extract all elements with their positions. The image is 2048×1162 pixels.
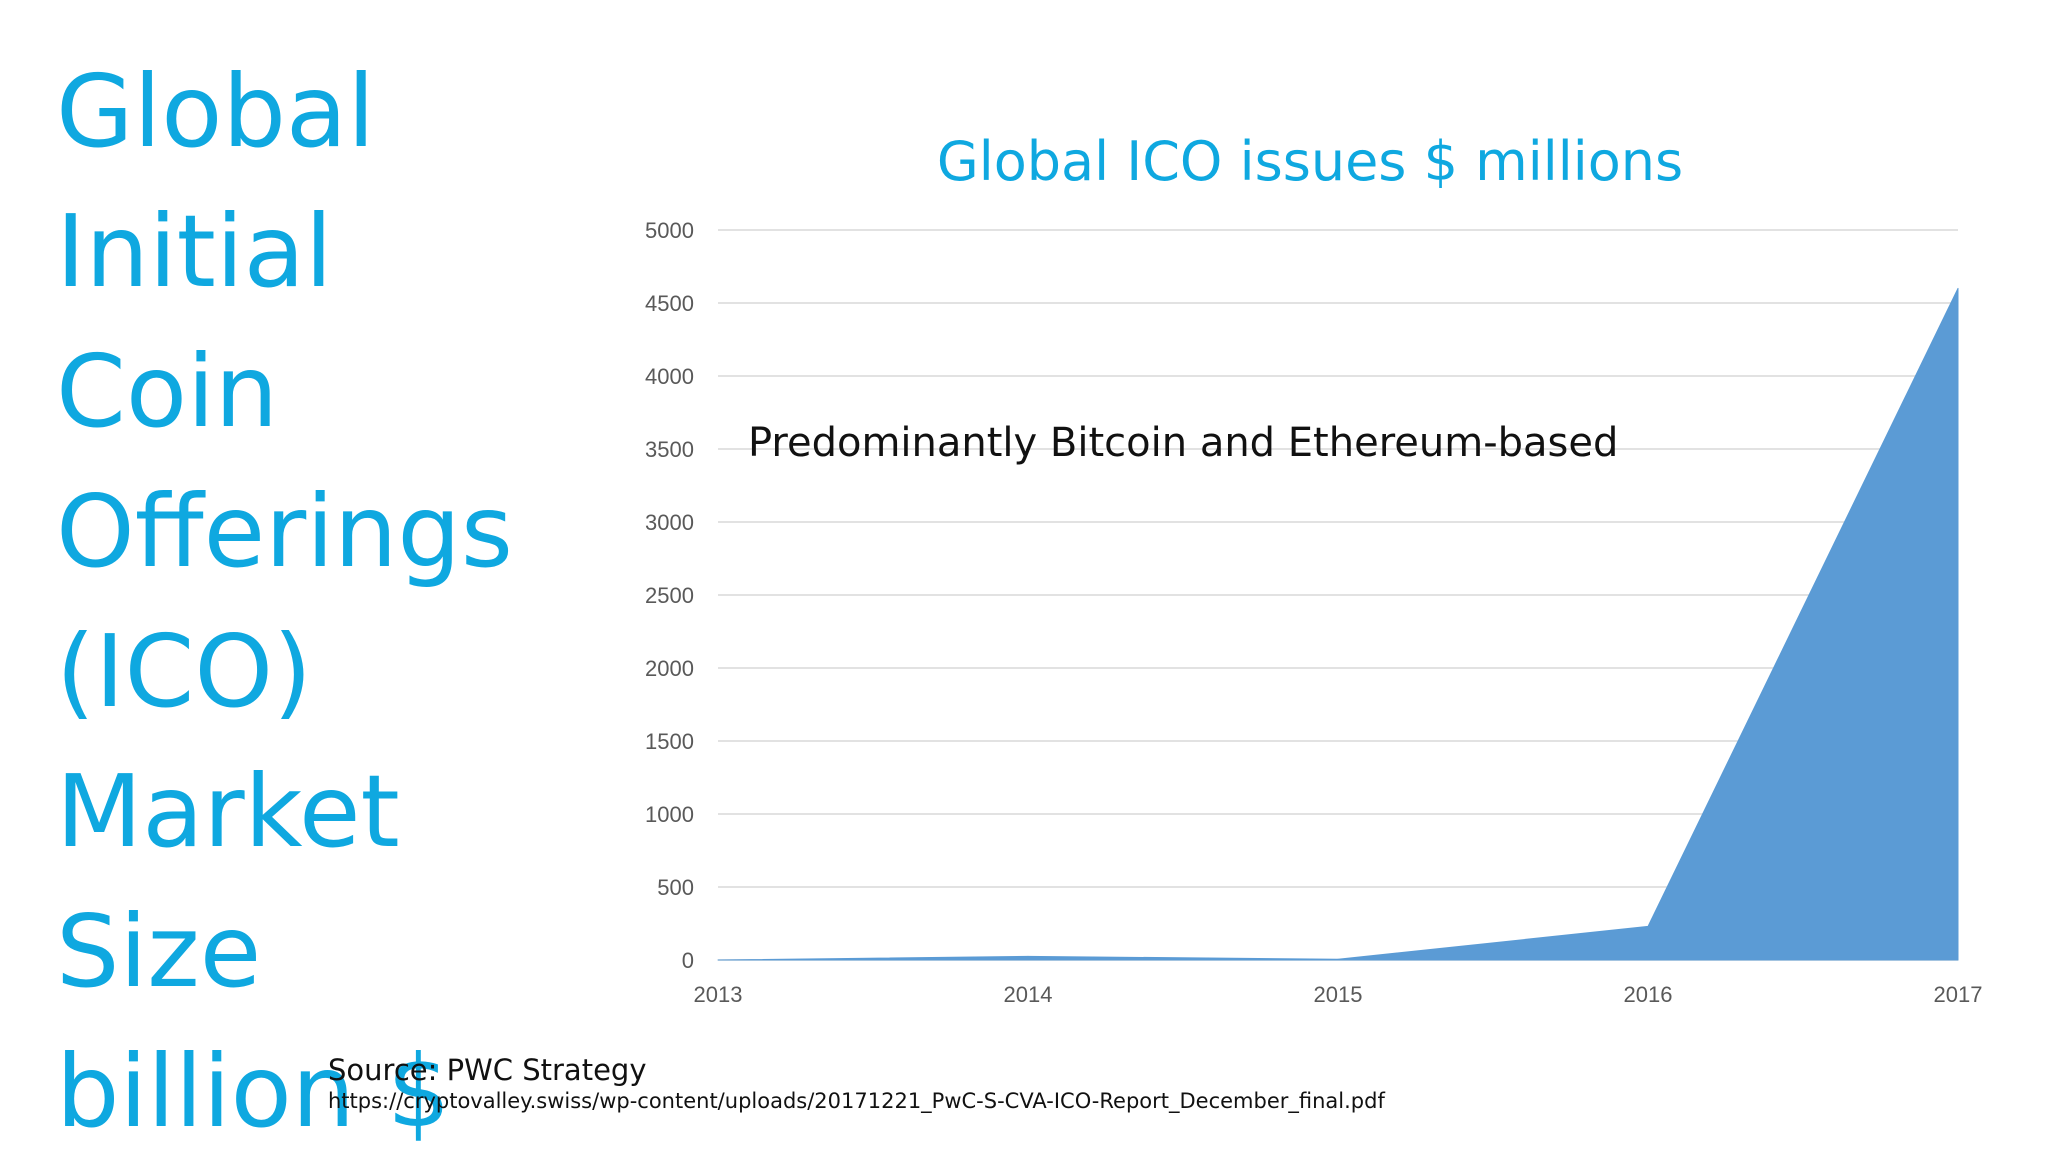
- y-tick-label: 1000: [645, 802, 694, 827]
- source-note: Source: PWC Strategy https://cryptovalle…: [328, 1052, 1385, 1114]
- y-tick-label: 1500: [645, 729, 694, 754]
- data-point: [717, 959, 719, 961]
- slide-title-line: Global: [56, 53, 375, 170]
- slide-title-line: Coin: [56, 333, 279, 450]
- area-series: [717, 287, 1959, 961]
- chart-annotation: Predominantly Bitcoin and Ethereum-based: [748, 420, 1618, 466]
- y-tick-label: 3000: [645, 510, 694, 535]
- slide-title-line: Size: [56, 893, 262, 1010]
- y-tick-label: 4500: [645, 291, 694, 316]
- data-point: [1957, 287, 1959, 289]
- x-tick-label: 2013: [694, 982, 743, 1007]
- slide-title-line: Initial: [56, 193, 333, 310]
- y-axis-ticks: 0 500 1000 1500 2000 2500 3000 3500 4000 4500 5000: [645, 218, 694, 973]
- data-point: [1337, 958, 1339, 960]
- slide-title: Global Initial Coin Offerings (ICO) Mark…: [56, 42, 616, 1162]
- x-tick-label: 2016: [1624, 982, 1673, 1007]
- data-point: [1027, 955, 1029, 957]
- x-axis-ticks: 2013 2014 2015 2016 2017: [694, 982, 1983, 1007]
- source-url[interactable]: https://cryptovalley.swiss/wp-content/up…: [328, 1089, 1385, 1113]
- area-fill: [717, 288, 1959, 961]
- slide-title-line: (ICO): [56, 613, 313, 730]
- y-tick-label: 2500: [645, 583, 694, 608]
- slide-title-line: Offerings: [56, 473, 513, 590]
- y-tick-label: 5000: [645, 218, 694, 243]
- chart-title: Global ICO issues $ millions: [937, 130, 1683, 193]
- slide-title-line: billion $: [56, 1033, 451, 1150]
- x-tick-label: 2014: [1004, 982, 1053, 1007]
- x-tick-label: 2017: [1934, 982, 1983, 1007]
- data-point: [1647, 925, 1649, 927]
- slide-title-line: Market: [56, 753, 400, 870]
- y-tick-label: 4000: [645, 364, 694, 389]
- source-label: Source: PWC Strategy: [328, 1053, 647, 1087]
- x-tick-label: 2015: [1314, 982, 1363, 1007]
- y-tick-label: 500: [657, 875, 694, 900]
- y-tick-label: 2000: [645, 656, 694, 681]
- y-tick-label: 0: [682, 948, 694, 973]
- y-tick-label: 3500: [645, 437, 694, 462]
